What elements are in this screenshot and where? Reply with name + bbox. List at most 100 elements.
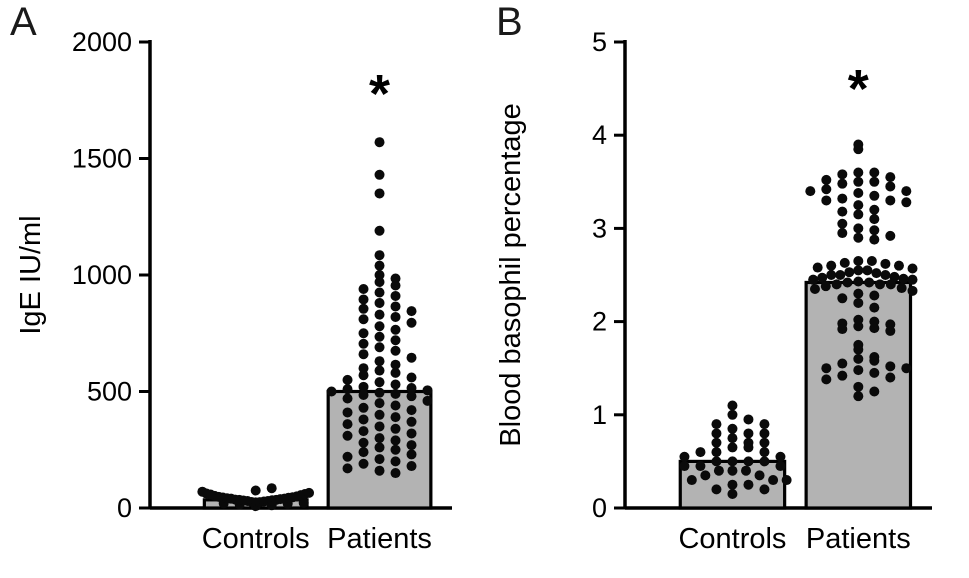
y-tick-label: 5 (592, 27, 607, 57)
data-point (406, 461, 417, 472)
data-point (869, 176, 880, 187)
data-point (679, 451, 690, 462)
y-tick-label: 0 (117, 493, 132, 523)
panel-a-chart: 0 500 1000 1500 2000 IgE IU/ml Controls Patient… (0, 0, 480, 573)
data-point (759, 437, 770, 448)
data-point (711, 437, 722, 448)
data-point (853, 167, 864, 178)
data-point (390, 435, 401, 446)
data-point (853, 209, 864, 220)
y-tick-label: 3 (592, 213, 607, 243)
data-point (342, 463, 353, 474)
data-point (837, 178, 848, 189)
data-point (821, 195, 832, 206)
data-point (869, 386, 880, 397)
y-tick-label: 2000 (72, 27, 132, 57)
data-point (853, 297, 864, 308)
data-point (853, 176, 864, 187)
data-point (374, 433, 385, 444)
data-point (775, 461, 786, 472)
data-point (390, 388, 401, 399)
data-point (853, 344, 864, 355)
data-point (754, 470, 765, 481)
data-point (826, 260, 837, 271)
data-point (853, 200, 864, 211)
data-point (901, 363, 912, 374)
data-point (406, 416, 417, 427)
data-point (853, 321, 864, 332)
data-point (326, 386, 337, 397)
data-point (812, 262, 823, 273)
data-point (374, 297, 385, 308)
y-axis-label: IgE IU/ml (15, 215, 47, 334)
data-point (374, 260, 385, 271)
data-point (885, 279, 896, 290)
y-axis-label: Blood basophil percentage (495, 103, 527, 446)
data-point (885, 372, 896, 383)
data-point (831, 279, 842, 290)
data-point (695, 461, 706, 472)
data-point (837, 370, 848, 381)
data-point (374, 465, 385, 476)
data-point (358, 303, 369, 314)
data-point (727, 465, 738, 476)
data-point (743, 414, 754, 425)
data-point (821, 363, 832, 374)
data-point (358, 370, 369, 381)
data-point (358, 389, 369, 400)
data-point (869, 204, 880, 215)
data-point (901, 186, 912, 197)
data-point (743, 428, 754, 439)
data-point (896, 283, 907, 294)
data-point (390, 412, 401, 423)
data-point (374, 169, 385, 180)
data-point (298, 497, 309, 508)
data-point (390, 400, 401, 411)
data-point (358, 437, 369, 448)
data-point (880, 258, 891, 269)
data-point (837, 358, 848, 369)
chart-panel-B: 0 1 2 3 4 5 Blood basophil percentage Controls P… (495, 27, 932, 555)
data-point (871, 268, 882, 279)
significance-asterisk: * (369, 64, 390, 124)
data-point (727, 423, 738, 434)
data-point (907, 274, 918, 285)
data-point (869, 323, 880, 334)
y-tick-label: 1000 (72, 260, 132, 290)
data-point (342, 430, 353, 441)
data-point (869, 167, 880, 178)
data-point (358, 294, 369, 305)
data-point (390, 468, 401, 479)
data-point (390, 367, 401, 378)
data-point (821, 174, 832, 185)
data-point (869, 225, 880, 236)
x-category-label: Controls (202, 523, 310, 555)
data-point (422, 385, 433, 396)
data-point (390, 290, 401, 301)
data-point (759, 484, 770, 495)
data-point (853, 365, 864, 376)
data-point (781, 475, 792, 486)
data-point (374, 365, 385, 376)
data-point (358, 426, 369, 437)
data-point (374, 321, 385, 332)
data-point (406, 391, 417, 402)
data-point (342, 374, 353, 385)
data-point (250, 485, 261, 496)
data-point (866, 256, 877, 267)
data-point (759, 428, 770, 439)
data-point (853, 256, 864, 267)
data-point (711, 456, 722, 467)
data-point (820, 281, 831, 292)
x-category-label: Patients (806, 523, 911, 555)
data-point (711, 428, 722, 439)
data-point (713, 465, 724, 476)
data-point (374, 276, 385, 287)
data-point (853, 144, 864, 155)
y-tick-label: 4 (592, 120, 607, 150)
data-point (885, 181, 896, 192)
data-point (821, 184, 832, 195)
data-point (759, 456, 770, 467)
data-point (700, 470, 711, 481)
data-point (853, 232, 864, 243)
